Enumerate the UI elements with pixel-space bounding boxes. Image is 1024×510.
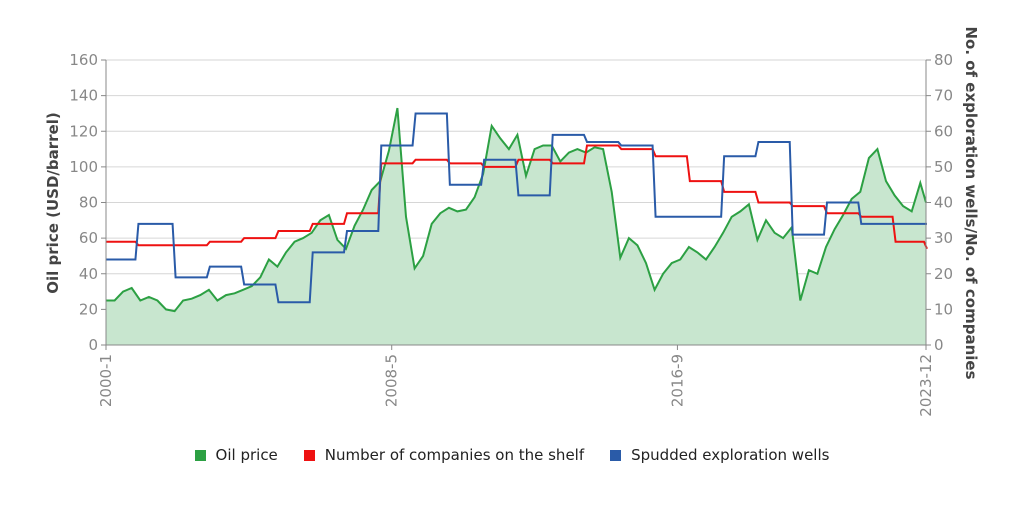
svg-text:0: 0 (88, 336, 98, 354)
legend-label: Oil price (215, 446, 278, 464)
svg-text:40: 40 (79, 265, 98, 283)
svg-text:80: 80 (79, 194, 98, 212)
svg-text:20: 20 (934, 265, 953, 283)
wells-step-line (106, 112, 927, 304)
svg-text:2008-5: 2008-5 (383, 354, 401, 407)
right-axis-title: No. of exploration wells/No. of companie… (962, 26, 980, 380)
svg-text:2000-1: 2000-1 (97, 354, 115, 407)
svg-text:40: 40 (934, 194, 953, 212)
svg-text:100: 100 (69, 158, 98, 176)
svg-text:30: 30 (934, 229, 953, 247)
legend-item-oil-price[interactable]: Oil price (194, 446, 278, 464)
svg-text:70: 70 (934, 87, 953, 105)
svg-text:60: 60 (79, 229, 98, 247)
legend-item-companies[interactable]: Number of companies on the shelf (303, 446, 585, 464)
legend-label: Number of companies on the shelf (324, 446, 585, 464)
legend-label: Spudded exploration wells (631, 446, 830, 464)
legend-item-wells[interactable]: Spudded exploration wells (610, 446, 829, 464)
legend-swatch-icon (194, 449, 206, 461)
oil-price-area (106, 108, 926, 345)
legend: Oil price Number of companies on the she… (0, 446, 1024, 464)
svg-text:60: 60 (934, 122, 953, 140)
legend-swatch-icon (303, 449, 315, 461)
svg-text:2023-12: 2023-12 (917, 354, 935, 417)
left-axis-title: Oil price (USD/barrel) (44, 112, 62, 294)
svg-text:80: 80 (934, 51, 953, 69)
svg-text:20: 20 (79, 300, 98, 318)
svg-text:160: 160 (69, 51, 98, 69)
legend-swatch-icon (610, 449, 622, 461)
svg-text:2016-9: 2016-9 (668, 354, 686, 407)
svg-text:10: 10 (934, 300, 953, 318)
svg-text:120: 120 (69, 122, 98, 140)
axes: 0 20 40 60 80 100 120 140 160 0 10 20 30 40 50 60 70 80 20… (69, 51, 953, 417)
svg-text:50: 50 (934, 158, 953, 176)
svg-text:140: 140 (69, 87, 98, 105)
svg-text:0: 0 (934, 336, 944, 354)
